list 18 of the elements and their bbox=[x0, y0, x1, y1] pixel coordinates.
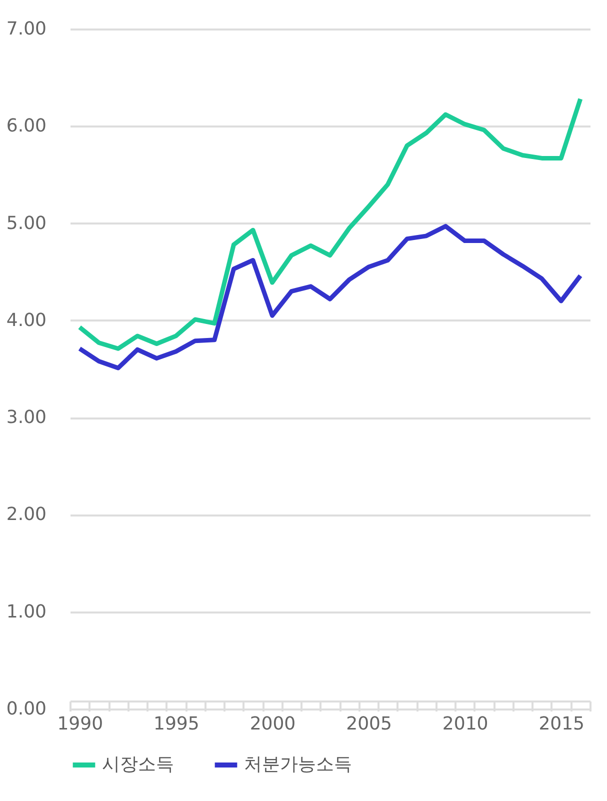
x-tick-label: 1995 bbox=[154, 714, 200, 734]
line-series bbox=[77, 96, 583, 351]
line-series bbox=[77, 224, 583, 370]
legend-label: 시장소득 bbox=[102, 754, 174, 775]
x-tick-label: 2010 bbox=[442, 714, 488, 734]
y-tick-label: 0.00 bbox=[6, 698, 46, 720]
x-tick-label: 2005 bbox=[346, 714, 392, 734]
x-tick-label: 1990 bbox=[57, 714, 104, 734]
y-tick-label: 5.00 bbox=[6, 212, 46, 234]
x-tick-label: 2000 bbox=[250, 714, 296, 734]
y-tick-label: 7.00 bbox=[6, 18, 46, 40]
y-tick-label: 6.00 bbox=[6, 116, 46, 137]
y-tick-label: 2.00 bbox=[6, 504, 46, 526]
legend-label: 처분가능소득 bbox=[244, 754, 352, 775]
y-tick-label: 1.00 bbox=[6, 601, 46, 622]
x-tick-label: 2015 bbox=[538, 714, 585, 734]
y-tick-label: 4.00 bbox=[6, 310, 46, 331]
y-tick-label: 3.00 bbox=[6, 407, 46, 428]
